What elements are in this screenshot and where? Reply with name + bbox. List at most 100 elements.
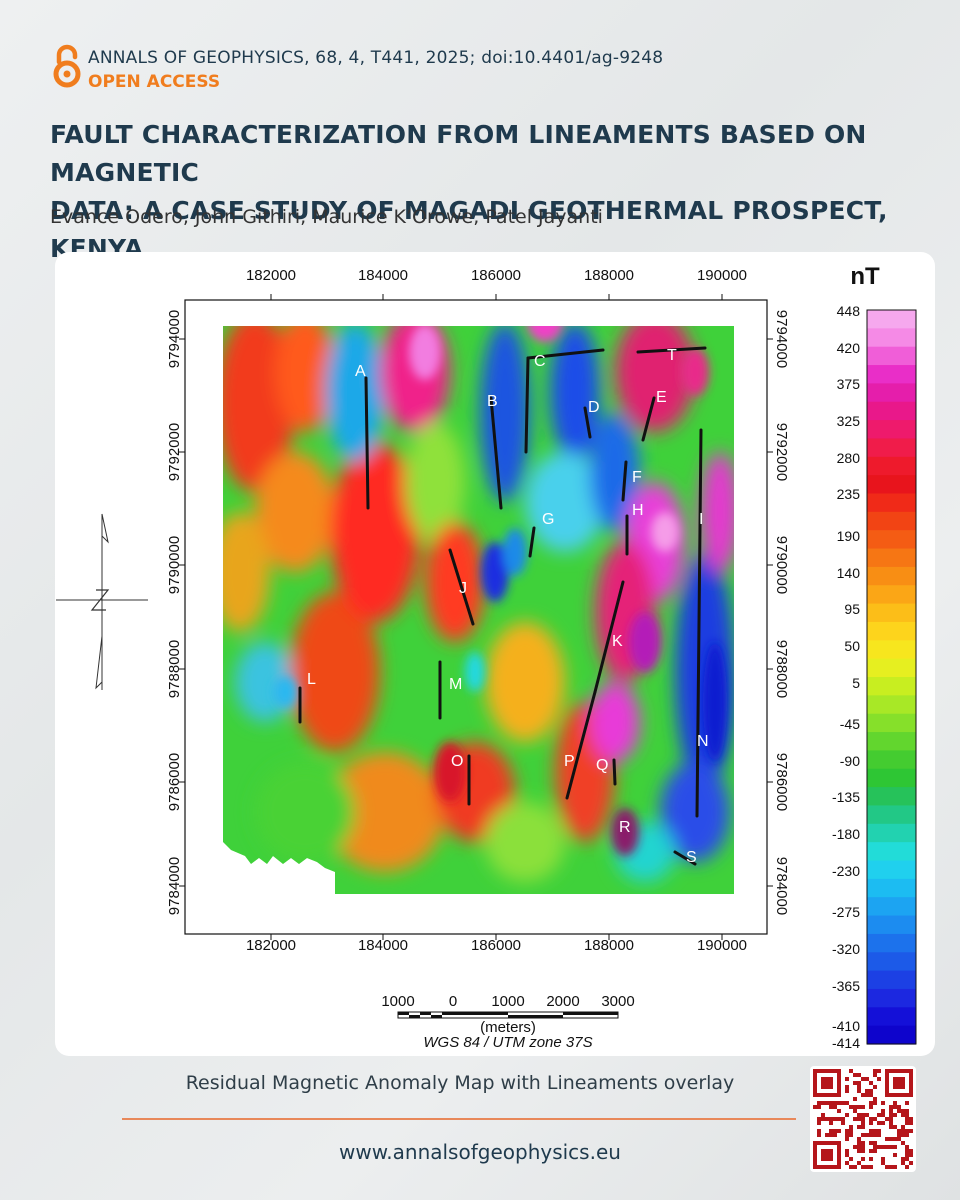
lineament-C (524, 356, 530, 454)
label-M: M (449, 676, 462, 693)
lineament-P (565, 690, 597, 800)
article-title: FAULT CHARACTERIZATION FROM LINEAMENTS B… (50, 116, 910, 268)
label-J: J (459, 580, 467, 597)
label-I: I (699, 511, 703, 528)
title-line-1: FAULT CHARACTERIZATION FROM LINEAMENTS B… (50, 120, 867, 187)
colorbar-swatch (867, 530, 916, 550)
map-frame (184, 299, 768, 935)
colorbar-label: 420 (837, 340, 861, 356)
colorbar-swatch (867, 1007, 916, 1027)
x-tick-top: 182000 (246, 267, 296, 284)
lineament-S (673, 850, 697, 866)
colorbar-swatch (867, 897, 916, 917)
colorbar-label: -230 (832, 863, 860, 879)
colorbar-swatch (867, 493, 916, 513)
y-tick-left: 9792000 (166, 423, 183, 481)
scale-bar-labels: 1000 0 1000 2000 3000 (381, 993, 634, 1010)
colorbar-swatch (867, 787, 916, 807)
colorbar-label: 448 (837, 303, 861, 319)
website-link[interactable]: www.annalsofgeophysics.eu (339, 1140, 621, 1164)
colorbar-swatch (867, 970, 916, 990)
lineament-D (583, 406, 592, 439)
colorbar-swatch (867, 456, 916, 476)
label-S: S (686, 849, 697, 866)
colorbar-swatch (867, 878, 916, 898)
colorbar-swatch (867, 511, 916, 531)
lineament-F (621, 460, 628, 502)
x-tick-bottom: 188000 (584, 937, 634, 954)
frame-ticks (179, 294, 773, 940)
label-T: T (667, 347, 677, 364)
map-card: A B C D E F G H I J K L M N O P Q R S T … (55, 252, 935, 1056)
colorbar-label: -410 (832, 1018, 860, 1034)
colorbar-labels: 448 420 375 325 280 235 190 140 95 50 5 … (832, 303, 860, 1051)
colorbar-swatch (867, 585, 916, 605)
colorbar-label: -45 (840, 716, 860, 732)
label-O: O (451, 753, 463, 770)
north-arrow-icon (56, 513, 148, 690)
scale-label: 1000 (381, 993, 414, 1010)
scale-label: 3000 (601, 993, 634, 1010)
colorbar-swatch (867, 823, 916, 843)
lineament-I (695, 428, 703, 818)
lineament-K (593, 580, 625, 694)
colorbar-swatch (867, 677, 916, 696)
x-tick-top: 188000 (584, 267, 634, 284)
colorbar-swatch (867, 658, 916, 678)
colorbar-swatch (867, 310, 916, 329)
lineament-C-east (526, 348, 605, 360)
colorbar-label: 280 (837, 450, 861, 466)
colorbar-frame (866, 309, 917, 1045)
colorbar-swatch (867, 732, 916, 751)
colorbar-label: -365 (832, 978, 860, 994)
divider (122, 1118, 796, 1120)
colorbar-swatch (867, 805, 916, 825)
colorbar-label: 50 (844, 638, 860, 654)
label-D: D (588, 399, 600, 416)
lineament-Q (612, 758, 617, 786)
colorbar-swatch (867, 548, 916, 568)
y-tick-right: 9790000 (773, 536, 790, 594)
colorbar-swatch (867, 401, 916, 421)
colorbar-label: -320 (832, 941, 860, 957)
journal-citation: ANNALS OF GEOPHYSICS, 68, 4, T441, 2025;… (88, 48, 664, 68)
colorbar-swatch (867, 768, 916, 788)
y-tick-right: 9788000 (773, 640, 790, 698)
colorbar-label: -180 (832, 826, 860, 842)
x-axis-top: 182000 184000 186000 188000 190000 (246, 267, 747, 284)
y-tick-right: 9794000 (773, 310, 790, 368)
colorbar-swatch (867, 750, 916, 770)
colorbar-label: 375 (837, 376, 861, 392)
label-G: G (542, 511, 554, 528)
lineament-labels: A B C D E F G H I J K L M N O P Q R S T (307, 347, 709, 866)
label-F: F (632, 469, 642, 486)
colorbar-swatch (867, 420, 916, 440)
colorbar-swatch (867, 952, 916, 972)
lineament-G (528, 526, 536, 558)
colorbar-swatch (867, 346, 916, 366)
colorbar-label: 325 (837, 413, 861, 429)
figure-caption: Residual Magnetic Anomaly Map with Linea… (185, 1072, 735, 1094)
label-C: C (534, 353, 546, 370)
x-axis-bottom: 182000 184000 186000 188000 190000 (246, 937, 747, 954)
y-axis-right: 9794000 9792000 9790000 9788000 9786000 … (773, 310, 790, 915)
colorbar-swatch (867, 933, 916, 953)
x-tick-top: 184000 (358, 267, 408, 284)
colorbar-unit: nT (850, 263, 880, 290)
x-tick-bottom: 184000 (358, 937, 408, 954)
colorbar-label: -135 (832, 789, 860, 805)
colorbar-swatch (867, 860, 916, 880)
scale-label: 1000 (491, 993, 524, 1010)
x-tick-bottom: 182000 (246, 937, 296, 954)
colorbar-swatch (867, 603, 916, 623)
colorbar-label: -275 (832, 904, 860, 920)
colorbar-swatch (867, 640, 916, 660)
label-N: N (697, 733, 709, 750)
colorbar-label: 140 (837, 565, 861, 581)
label-R: R (619, 819, 631, 836)
lineament-E (641, 396, 656, 442)
projection-label: WGS 84 / UTM zone 37S (423, 1034, 592, 1051)
qr-code-icon[interactable] (810, 1066, 916, 1172)
lineament-T (636, 346, 707, 354)
y-tick-right: 9786000 (773, 753, 790, 811)
